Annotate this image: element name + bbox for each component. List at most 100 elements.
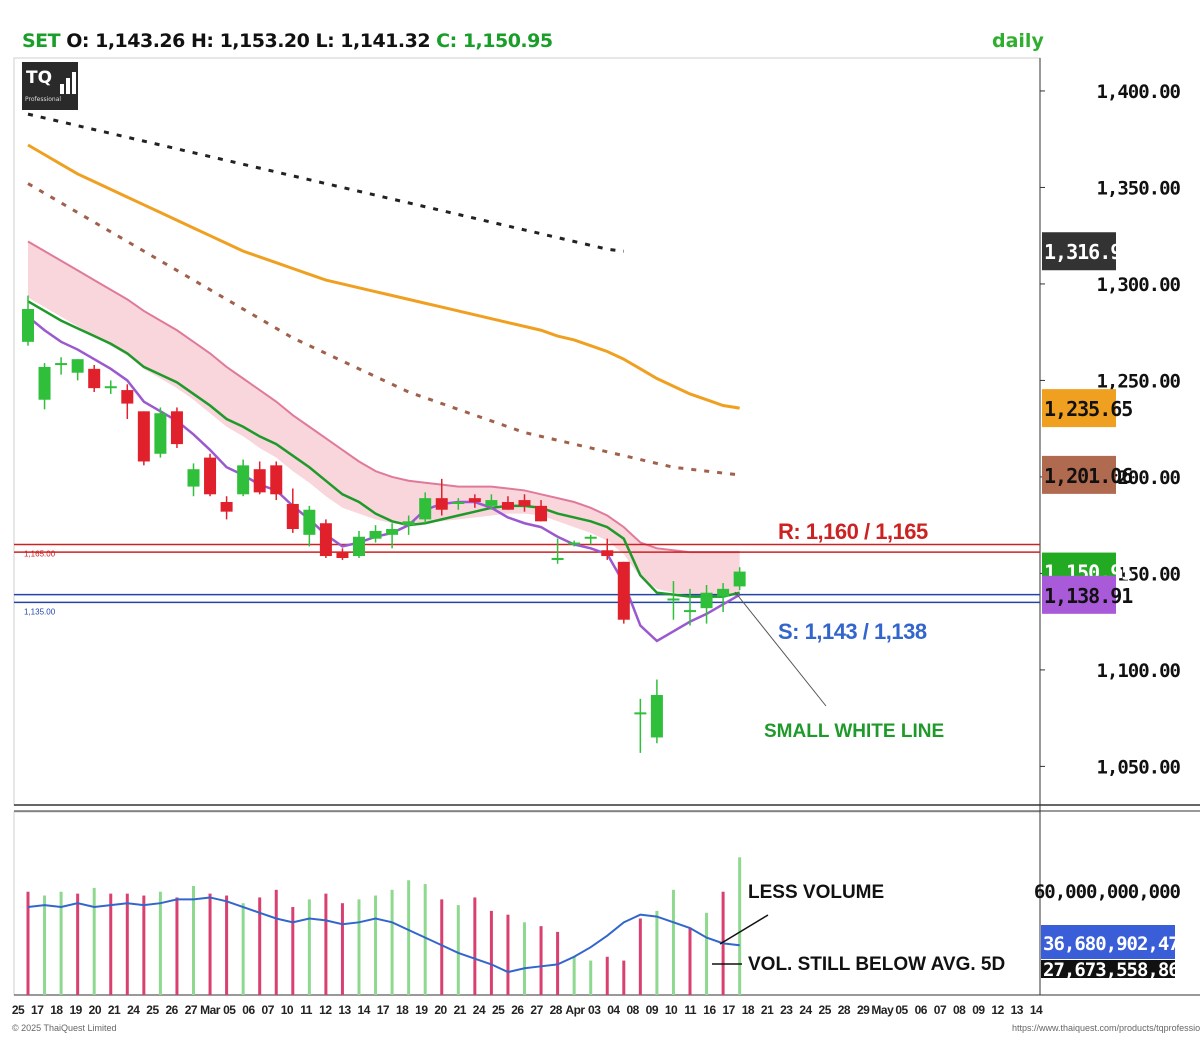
ohlc-header: SET O: 1,143.26 H: 1,153.20 L: 1,141.32 … [22,30,553,52]
candle-body [187,469,200,487]
candle-body [634,712,647,715]
candle-body [518,500,531,506]
volume-bar [291,907,295,995]
candle-body [170,411,183,445]
x-tick-label: 25 [12,1003,25,1017]
resistance-annotation: R: 1,160 / 1,165 [778,519,928,544]
volume-bar [208,893,212,995]
x-tick-label: May [871,1003,894,1017]
volume-bar [671,889,675,995]
candle-body [237,465,250,495]
x-tick-label: Mar [200,1003,221,1017]
x-tick-label: 25 [146,1003,159,1017]
x-tick-label: 29 [857,1003,870,1017]
x-tick-label: 21 [108,1003,121,1017]
volume-bar [423,884,427,995]
candle-body [22,309,34,342]
logo-bar [66,78,70,94]
volume-bar [59,891,63,995]
volume-bar [274,889,278,995]
x-tick-label: 17 [377,1003,390,1017]
volume-bar [655,910,659,995]
volume-bar [705,912,709,995]
candle-body [684,610,696,613]
x-tick-label: 28 [838,1003,851,1017]
candle-body [137,411,150,462]
x-tick-label: 10 [665,1003,678,1017]
tq-logo: TQ Professional [22,62,78,110]
candle-body [386,529,399,535]
price-panel-frame [13,57,1041,806]
volume-bar [506,914,510,995]
logo-bar [60,84,64,94]
price-badge-label: 1,316.94 [1044,240,1133,264]
volume-bar [638,918,642,995]
x-tick-label: 10 [281,1003,294,1017]
timeframe-label[interactable]: daily [992,30,1044,52]
x-tick-label: 05 [223,1003,236,1017]
volume-bar [125,893,129,995]
candle-body [303,509,316,535]
x-tick-label: 23 [780,1003,793,1017]
candle-body [435,498,448,510]
x-tick-label: 27 [185,1003,198,1017]
x-tick-label: 03 [588,1003,601,1017]
volume-bar [225,895,229,995]
x-tick-label: 04 [607,1003,620,1017]
volume-avg-badge-label: 36,680,902,474 [1043,933,1190,955]
source-url[interactable]: https://www.thaiquest.com/products/tqpro… [1012,1023,1200,1033]
volume-bar [622,960,626,995]
volume-bar [340,903,344,995]
x-tick-label: 18 [742,1003,755,1017]
candle-body [601,550,614,557]
x-tick-label: 20 [434,1003,447,1017]
x-tick-label: 24 [127,1003,140,1017]
candle-body [717,588,730,597]
price-badge [1042,389,1116,428]
x-tick-label: 08 [953,1003,966,1017]
candle-body [253,469,266,493]
logo-text: TQ [26,68,53,88]
candle-body [650,694,663,738]
volume-bar [92,887,96,995]
candle-body [535,505,548,522]
volume-bar [76,893,80,995]
x-tick-label: 24 [473,1003,486,1017]
price-badge-label: 1,235.65 [1044,397,1132,421]
candle-body [270,465,283,495]
brown-dotted-line [27,182,740,477]
volume-bar [109,893,113,995]
close-value: C: 1,150.95 [430,30,553,52]
ohl-values: O: 1,143.26 H: 1,153.20 L: 1,141.32 [60,30,431,52]
copyright-text: © 2025 ThaiQuest Limited [12,1023,117,1033]
x-tick-label: 13 [338,1003,351,1017]
candle-body [733,571,746,587]
green-ema-line [27,300,740,598]
x-tick-label: 20 [89,1003,102,1017]
volume-bar [605,956,609,995]
x-tick-label: 12 [319,1003,332,1017]
volume-bar [26,891,30,995]
candle-body [485,500,498,506]
candle-body [154,413,167,454]
volume-bar [374,895,378,995]
volume-bar [456,905,460,995]
volume-bar [357,899,361,995]
candle-body [551,557,564,560]
candle-body [667,598,680,601]
vol-below-avg-annotation: VOL. STILL BELOW AVG. 5D [748,954,1005,975]
volume-bar [390,889,394,995]
price-badge [1042,575,1116,614]
y-tick-label: 1,300.00 [1096,274,1180,296]
candle-body [402,521,415,526]
y-tick-label: 1,250.00 [1096,370,1180,392]
volume-bar [489,910,493,995]
volume-avg-line [27,896,740,974]
x-tick-label: 19 [415,1003,428,1017]
black-dotted-line [27,112,624,253]
candle-body [369,530,382,539]
level-line-label: 1,165.00 [24,549,56,558]
volume-current-badge-label: 27,673,558,866 [1043,959,1190,981]
x-tick-label: 21 [454,1003,467,1017]
